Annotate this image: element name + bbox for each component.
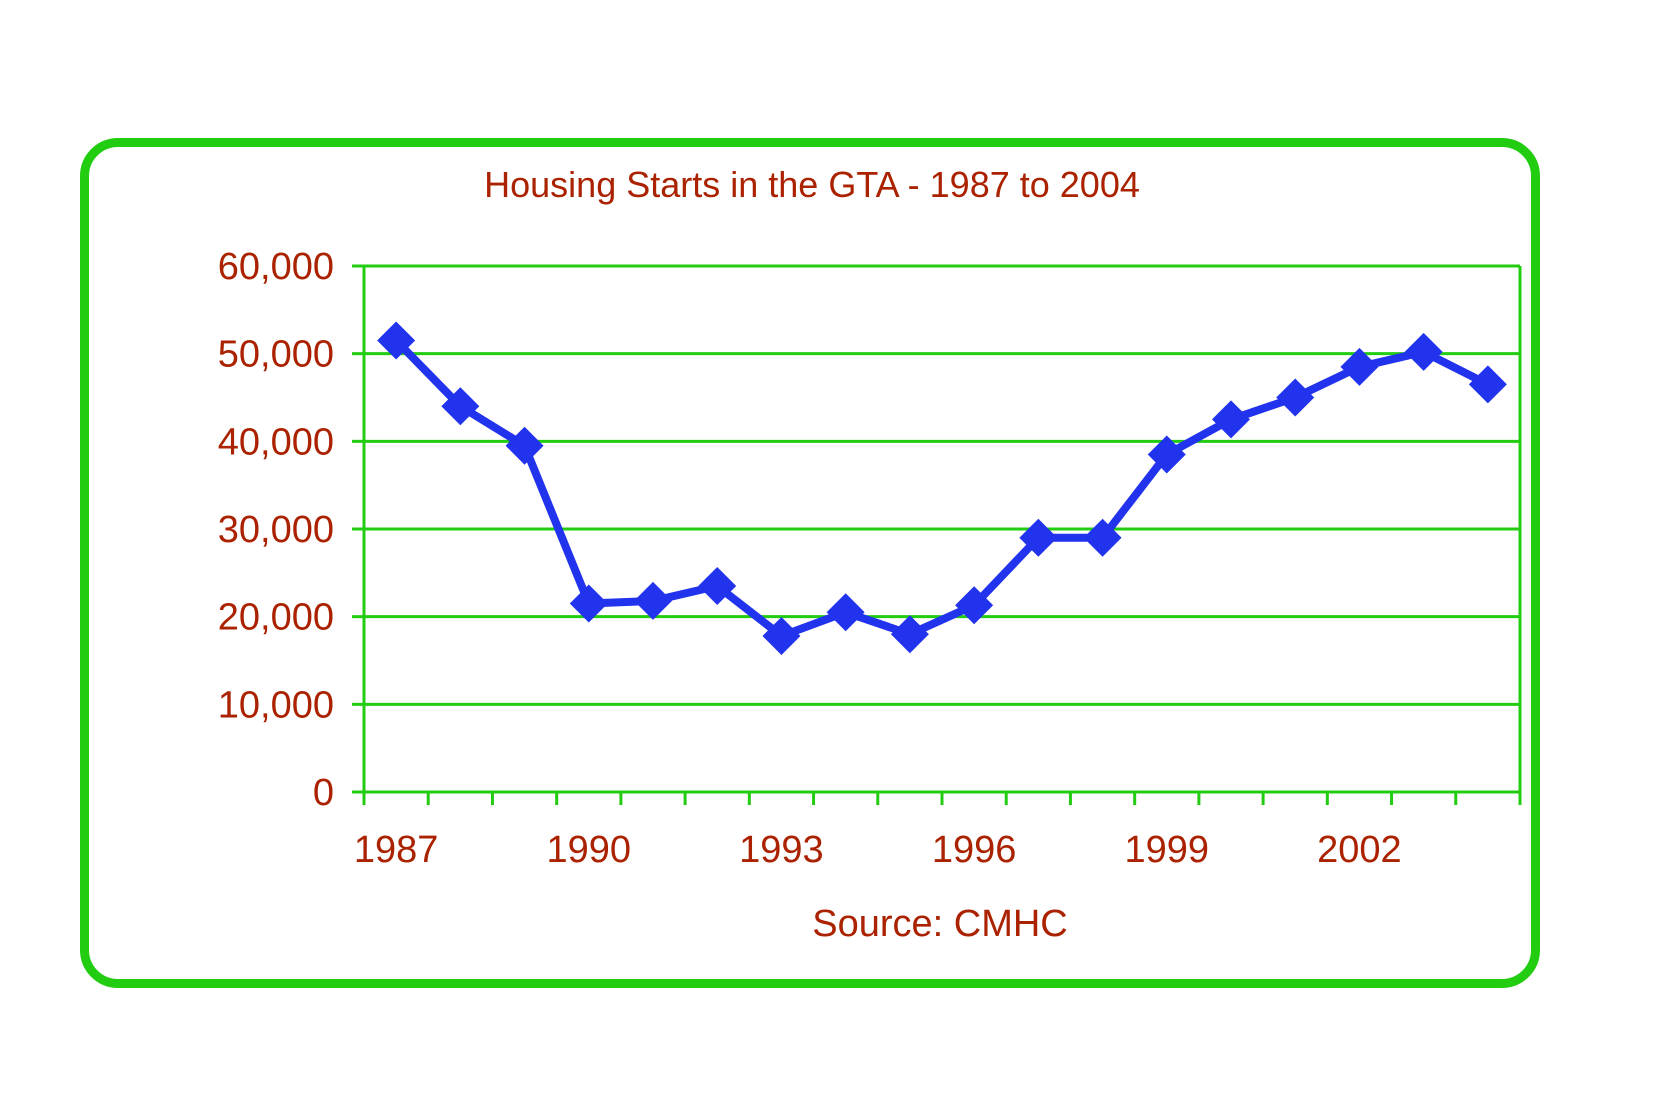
data-point-marker (1212, 400, 1250, 439)
data-point-marker (890, 615, 929, 654)
source-note: Source: CMHC (812, 903, 1068, 945)
data-point-marker (826, 593, 865, 632)
chart-title: Housing Starts in the GTA - 1987 to 2004 (484, 164, 1140, 205)
data-point-marker (1147, 435, 1186, 474)
y-tick-label: 20,000 (218, 597, 334, 639)
data-point-marker (762, 616, 801, 655)
data-point-marker (698, 566, 737, 605)
x-tick-label: 1996 (932, 829, 1017, 871)
x-tick-label: 1987 (354, 829, 439, 871)
axis-layer (362, 266, 1522, 805)
data-point-marker (569, 584, 608, 623)
y-tick-label: 0 (313, 772, 334, 814)
data-point-marker (441, 387, 480, 426)
chart-frame (80, 138, 1540, 988)
data-point-marker (1340, 347, 1379, 386)
y-tick-label: 10,000 (218, 684, 334, 726)
data-point-marker (505, 426, 544, 465)
series-layer (377, 321, 1507, 655)
y-tick-label: 40,000 (218, 421, 334, 463)
x-tick-label: 1990 (547, 829, 632, 871)
series-line (393, 337, 1490, 640)
x-tick-label: 1993 (739, 829, 824, 871)
x-tick-labels: 1987 1990 1993 1996 1999 2002 (354, 829, 1402, 871)
data-point-marker (1404, 332, 1443, 371)
x-tick-label: 1999 (1125, 829, 1210, 871)
x-tick-label: 2002 (1317, 829, 1402, 871)
data-point-marker (1083, 518, 1122, 557)
data-point-marker (1019, 518, 1058, 557)
y-tick-label: 60,000 (218, 246, 334, 288)
data-point-marker (955, 586, 994, 625)
y-tick-label: 30,000 (218, 509, 334, 551)
grid-layer (352, 264, 1520, 794)
y-tick-labels: 60,000 50,000 40,000 30,000 20,000 10,000 0 (218, 246, 334, 814)
data-point-marker (1468, 365, 1507, 404)
data-point-marker (377, 321, 416, 360)
data-point-marker (634, 581, 672, 620)
y-tick-label: 50,000 (218, 334, 334, 376)
data-point-marker (1276, 378, 1315, 417)
